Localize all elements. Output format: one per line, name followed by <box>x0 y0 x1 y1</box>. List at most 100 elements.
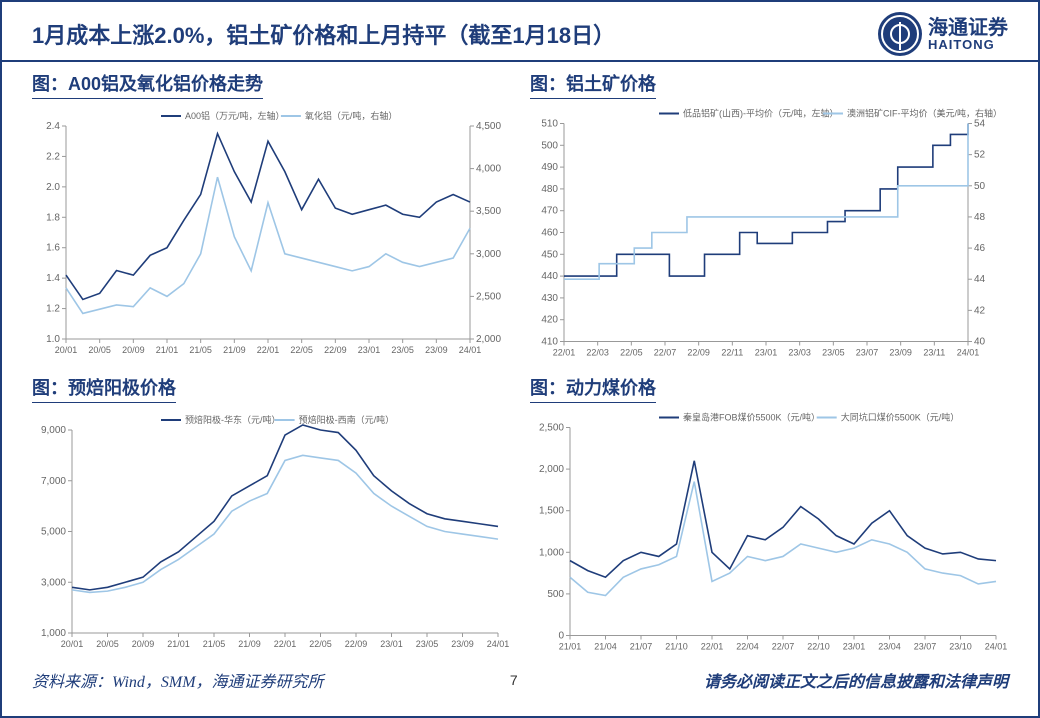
svg-text:9,000: 9,000 <box>41 425 66 436</box>
svg-text:24/01: 24/01 <box>985 642 1008 652</box>
logo: 海通证券 HAITONG <box>878 12 1008 56</box>
svg-text:460: 460 <box>541 228 558 239</box>
chart3-title: 图：预焙阳极价格 <box>32 374 176 403</box>
logo-en: HAITONG <box>928 38 1008 51</box>
source-text: 资料来源：Wind，SMM，海通证券研究所 <box>32 668 324 692</box>
svg-text:2.4: 2.4 <box>46 121 60 132</box>
svg-text:1,500: 1,500 <box>539 506 564 517</box>
disclaimer-text: 请务必阅读正文之后的信息披露和法律声明 <box>704 668 1008 692</box>
svg-text:预焙阳极-西南（元/吨）: 预焙阳极-西南（元/吨） <box>299 414 395 425</box>
page-number: 7 <box>510 672 518 688</box>
svg-text:21/10: 21/10 <box>665 642 688 652</box>
svg-text:1,000: 1,000 <box>539 547 564 558</box>
svg-text:48: 48 <box>974 212 986 223</box>
panel-chart3: 图：预焙阳极价格 预焙阳极-华东（元/吨） 预焙阳极-西南（元/吨） 1,000 3,… <box>32 374 510 664</box>
svg-text:44: 44 <box>974 274 986 285</box>
svg-text:3,000: 3,000 <box>476 249 501 260</box>
svg-text:410: 410 <box>541 337 558 348</box>
svg-text:2.2: 2.2 <box>46 151 60 162</box>
svg-text:20/09: 20/09 <box>122 345 145 355</box>
svg-text:5,000: 5,000 <box>41 527 66 538</box>
svg-text:0: 0 <box>558 631 564 642</box>
svg-text:20/01: 20/01 <box>61 639 84 649</box>
svg-text:52: 52 <box>974 150 986 161</box>
svg-text:预焙阳极-华东（元/吨）: 预焙阳极-华东（元/吨） <box>185 414 281 425</box>
svg-text:22/04: 22/04 <box>736 642 759 652</box>
svg-text:7,000: 7,000 <box>41 476 66 487</box>
svg-text:22/01: 22/01 <box>257 345 280 355</box>
svg-text:1.2: 1.2 <box>46 304 60 315</box>
svg-text:420: 420 <box>541 315 558 326</box>
svg-text:A00铝（万元/吨，左轴）: A00铝（万元/吨，左轴） <box>185 110 285 121</box>
svg-text:21/01: 21/01 <box>559 642 582 652</box>
svg-text:22/05: 22/05 <box>290 345 313 355</box>
svg-text:1.8: 1.8 <box>46 212 60 223</box>
svg-text:20/05: 20/05 <box>96 639 119 649</box>
svg-text:21/09: 21/09 <box>223 345 246 355</box>
svg-text:46: 46 <box>974 243 986 254</box>
svg-text:21/09: 21/09 <box>238 639 261 649</box>
svg-text:2,500: 2,500 <box>539 423 564 434</box>
svg-text:秦皇岛港FOB煤价5500K（元/吨）: 秦皇岛港FOB煤价5500K（元/吨） <box>683 412 820 423</box>
svg-text:24/01: 24/01 <box>957 348 980 358</box>
svg-text:3,000: 3,000 <box>41 577 66 588</box>
svg-text:23/01: 23/01 <box>843 642 866 652</box>
header: 1月成本上涨2.0%，铝土矿价格和上月持平（截至1月18日） 海通证券 HAIT… <box>2 2 1038 62</box>
panel-chart2: 图：铝土矿价格 低品铝矿(山西)-平均价（元/吨，左轴） 澳洲铝矿CIF-平均价（… <box>530 70 1008 370</box>
svg-text:22/03: 22/03 <box>586 348 609 358</box>
footer: 资料来源：Wind，SMM，海通证券研究所 7 请务必阅读正文之后的信息披露和法… <box>2 662 1038 702</box>
svg-text:23/01: 23/01 <box>380 639 403 649</box>
panel-chart4: 图：动力煤价格 秦皇岛港FOB煤价5500K（元/吨） 大同坑口煤价5500K（元… <box>530 374 1008 664</box>
svg-text:450: 450 <box>541 249 558 260</box>
svg-text:23/09: 23/09 <box>889 348 912 358</box>
svg-text:490: 490 <box>541 162 558 173</box>
chart2-title: 图：铝土矿价格 <box>530 70 656 99</box>
svg-text:50: 50 <box>974 181 986 192</box>
svg-text:23/05: 23/05 <box>391 345 414 355</box>
svg-text:1,000: 1,000 <box>41 628 66 639</box>
svg-text:23/09: 23/09 <box>451 639 474 649</box>
logo-icon <box>878 12 922 56</box>
logo-cn: 海通证券 <box>928 18 1008 38</box>
svg-text:2,500: 2,500 <box>476 291 501 302</box>
svg-text:23/04: 23/04 <box>878 642 901 652</box>
svg-text:2,000: 2,000 <box>539 464 564 475</box>
svg-text:22/11: 22/11 <box>721 348 743 358</box>
svg-text:23/05: 23/05 <box>416 639 439 649</box>
svg-text:21/01: 21/01 <box>156 345 179 355</box>
svg-text:20/09: 20/09 <box>132 639 155 649</box>
svg-text:54: 54 <box>974 119 986 130</box>
svg-text:低品铝矿(山西)-平均价（元/吨，左轴）: 低品铝矿(山西)-平均价（元/吨，左轴） <box>683 108 839 119</box>
svg-text:500: 500 <box>547 589 564 600</box>
svg-text:23/10: 23/10 <box>949 642 972 652</box>
svg-text:4,500: 4,500 <box>476 121 501 132</box>
chart4-title: 图：动力煤价格 <box>530 374 656 403</box>
svg-text:430: 430 <box>541 293 558 304</box>
svg-text:4,000: 4,000 <box>476 164 501 175</box>
svg-text:23/03: 23/03 <box>788 348 811 358</box>
svg-text:2.0: 2.0 <box>46 182 60 193</box>
svg-text:大同坑口煤价5500K（元/吨）: 大同坑口煤价5500K（元/吨） <box>841 412 960 423</box>
svg-text:22/09: 22/09 <box>687 348 710 358</box>
svg-text:22/10: 22/10 <box>807 642 830 652</box>
svg-text:澳洲铝矿CIF-平均价（美元/吨，右轴）: 澳洲铝矿CIF-平均价（美元/吨，右轴） <box>847 108 1002 119</box>
svg-text:21/05: 21/05 <box>203 639 226 649</box>
svg-text:1.4: 1.4 <box>46 273 60 284</box>
svg-text:23/07: 23/07 <box>914 642 937 652</box>
svg-text:22/01: 22/01 <box>701 642 724 652</box>
svg-text:22/01: 22/01 <box>553 348 576 358</box>
svg-text:23/11: 23/11 <box>923 348 945 358</box>
svg-text:21/01: 21/01 <box>167 639 190 649</box>
svg-text:470: 470 <box>541 206 558 217</box>
svg-text:23/01: 23/01 <box>358 345 381 355</box>
svg-text:3,500: 3,500 <box>476 206 501 217</box>
svg-text:22/09: 22/09 <box>345 639 368 649</box>
chart1-title: 图：A00铝及氧化铝价格走势 <box>32 70 263 99</box>
svg-text:24/01: 24/01 <box>459 345 482 355</box>
svg-text:2,000: 2,000 <box>476 334 501 345</box>
svg-text:1.0: 1.0 <box>46 334 60 345</box>
svg-text:22/01: 22/01 <box>274 639 297 649</box>
svg-text:24/01: 24/01 <box>487 639 510 649</box>
svg-text:21/05: 21/05 <box>189 345 212 355</box>
svg-text:22/09: 22/09 <box>324 345 347 355</box>
